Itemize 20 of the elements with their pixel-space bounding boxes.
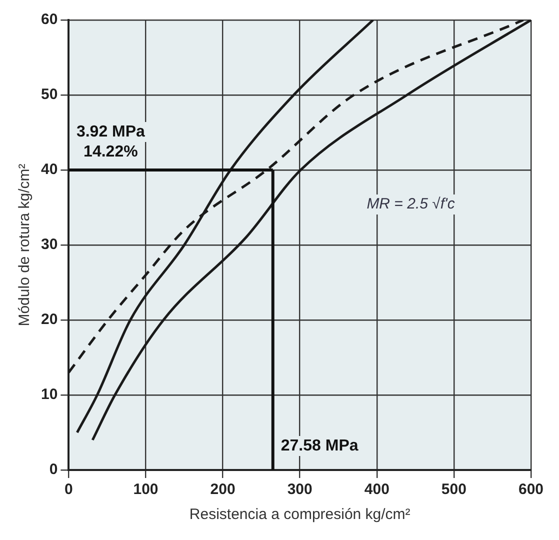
x-tick-label: 0 bbox=[64, 481, 73, 498]
x-tick-label: 200 bbox=[210, 481, 236, 498]
x-tick-label: 600 bbox=[518, 481, 544, 498]
y-tick-label: 30 bbox=[40, 236, 58, 254]
y-axis-title: Módulo de rotura kg/cm² bbox=[16, 164, 34, 326]
x-tick-label: 400 bbox=[364, 481, 390, 498]
y-tick-label: 20 bbox=[40, 311, 58, 328]
x-axis-title: Resistencia a compresión kg/cm² bbox=[189, 506, 410, 524]
ref-line-label: 27.58 MPa bbox=[280, 437, 358, 454]
x-tick-label: 500 bbox=[441, 481, 466, 498]
y-tick-label: 0 bbox=[49, 461, 58, 478]
y-tick-label: 60 bbox=[40, 11, 58, 28]
annotation: MR = 2.5 √f'c bbox=[366, 196, 456, 213]
ref-line-label: 3.92 MPa bbox=[76, 123, 146, 140]
y-tick-label: 10 bbox=[40, 386, 58, 404]
annotation: 14.22% bbox=[84, 143, 138, 160]
y-tick-label: 50 bbox=[40, 86, 58, 104]
x-tick-label: 300 bbox=[287, 481, 312, 498]
x-tick-label: 100 bbox=[133, 481, 158, 498]
y-tick-label: 40 bbox=[40, 161, 58, 178]
